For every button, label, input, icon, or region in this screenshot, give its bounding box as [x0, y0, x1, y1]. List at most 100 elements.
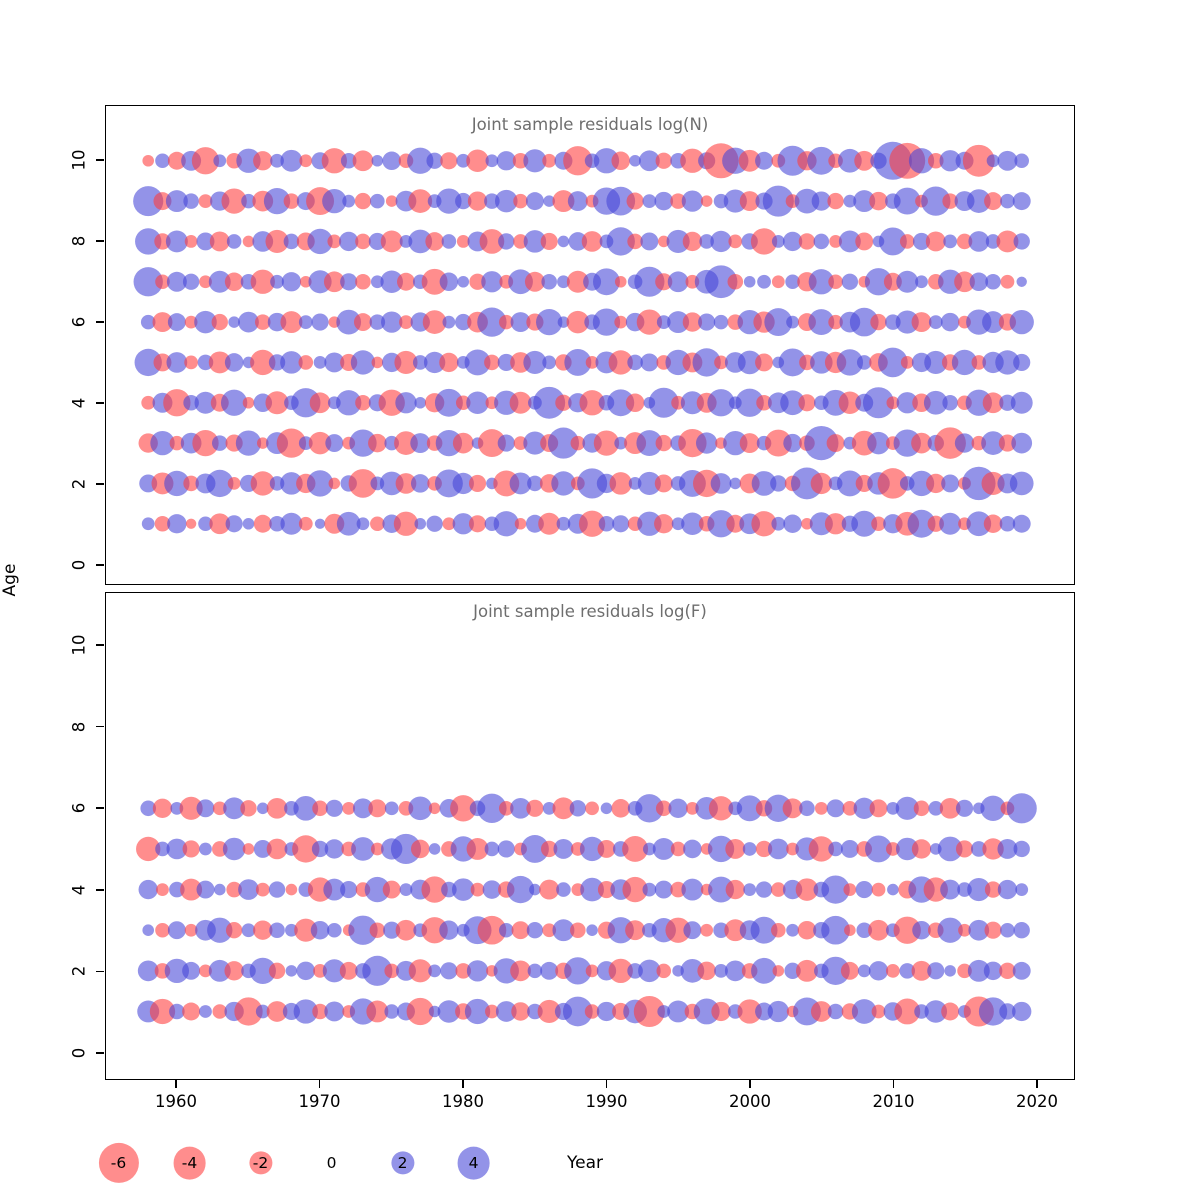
- x-tick-mark: [175, 1080, 177, 1088]
- residual-bubble: [553, 838, 574, 859]
- residual-bubble: [915, 275, 928, 289]
- residual-bubble: [564, 348, 592, 376]
- residual-bubble: [980, 795, 1006, 821]
- residual-bubble: [395, 919, 417, 941]
- residual-bubble: [266, 797, 288, 819]
- residual-bubble: [893, 187, 921, 215]
- residual-bubble: [638, 959, 661, 983]
- residual-bubble: [971, 841, 987, 857]
- residual-bubble: [380, 270, 403, 294]
- residual-bubble: [167, 313, 186, 332]
- y-tick-label: 0: [69, 559, 89, 571]
- residual-bubble: [1013, 922, 1030, 939]
- residual-bubble: [498, 233, 515, 250]
- residual-bubble: [954, 271, 975, 293]
- residual-bubble: [324, 1001, 345, 1022]
- residual-bubble: [437, 1000, 461, 1023]
- residual-bubble: [713, 314, 729, 330]
- residual-bubble: [484, 354, 500, 371]
- residual-bubble: [862, 387, 895, 419]
- residual-bubble: [523, 230, 547, 253]
- residual-bubble: [971, 355, 987, 370]
- residual-bubble: [844, 924, 856, 936]
- residual-bubble: [440, 962, 458, 980]
- residual-bubble: [242, 235, 255, 248]
- residual-bubble: [828, 314, 843, 330]
- residual-bubble: [212, 801, 227, 816]
- residual-bubble: [309, 392, 331, 414]
- residual-bubble: [527, 963, 543, 979]
- residual-bubble: [986, 154, 1000, 168]
- residual-bubble: [523, 350, 547, 374]
- residual-bubble: [577, 468, 608, 499]
- residual-bubble: [995, 350, 1020, 375]
- residual-bubble: [526, 799, 544, 817]
- residual-bubble: [185, 518, 197, 529]
- residual-bubble: [167, 151, 186, 170]
- residual-bubble: [196, 880, 215, 899]
- residual-bubble: [351, 837, 375, 861]
- residual-bubble: [714, 355, 728, 370]
- residual-bubble: [666, 229, 690, 253]
- legend-item: -6: [83, 1136, 154, 1190]
- residual-bubble: [885, 842, 900, 856]
- residual-bubble: [723, 430, 748, 456]
- residual-bubble: [828, 274, 843, 290]
- residual-bubble: [142, 154, 155, 167]
- residual-bubble: [539, 879, 560, 900]
- residual-bubble: [152, 798, 173, 818]
- residual-bubble: [665, 349, 691, 376]
- residual-bubble: [967, 878, 991, 902]
- y-tick-mark: [96, 321, 104, 323]
- residual-bubble: [725, 838, 746, 859]
- residual-bubble: [408, 796, 433, 821]
- residual-bubble: [381, 311, 403, 333]
- residual-bubble: [498, 922, 514, 938]
- residual-bubble: [755, 353, 774, 372]
- residual-bubble: [428, 964, 442, 978]
- residual-bubble: [434, 388, 463, 417]
- residual-bubble: [442, 315, 456, 329]
- residual-bubble: [1000, 922, 1015, 938]
- residual-bubble: [737, 999, 762, 1024]
- y-tick-mark: [96, 970, 104, 973]
- residual-bubble: [925, 231, 946, 252]
- residual-bubble: [141, 517, 155, 531]
- residual-bubble: [194, 310, 217, 334]
- residual-bubble: [585, 356, 599, 369]
- residual-bubble: [708, 876, 735, 903]
- residual-bubble: [270, 274, 284, 289]
- residual-bubble: [255, 1004, 270, 1019]
- residual-bubble: [511, 1002, 530, 1021]
- legend-value-label: -2: [252, 1154, 269, 1172]
- residual-bubble: [710, 473, 732, 494]
- x-tick-mark: [892, 1080, 895, 1088]
- residual-bubble: [579, 390, 605, 416]
- residual-bubble: [199, 275, 212, 289]
- residual-bubble: [385, 195, 398, 207]
- residual-bubble: [280, 351, 303, 374]
- residual-bubble: [414, 517, 427, 530]
- residual-bubble: [695, 432, 718, 454]
- residual-bubble: [383, 921, 401, 939]
- residual-bubble: [225, 922, 243, 939]
- residual-bubble: [568, 232, 588, 251]
- residual-bubble: [556, 882, 571, 897]
- residual-bubble: [298, 315, 313, 329]
- x-tick-label: 1980: [442, 1092, 484, 1111]
- residual-bubble: [838, 230, 861, 253]
- residual-bubble: [336, 390, 362, 416]
- residual-bubble: [394, 350, 418, 374]
- residual-bubble: [542, 355, 557, 370]
- residual-bubble: [362, 955, 393, 986]
- residual-bubble: [598, 515, 615, 532]
- residual-bubble: [997, 838, 1018, 859]
- residual-bubble: [209, 231, 230, 252]
- residual-bubble: [556, 516, 571, 531]
- residual-bubble: [954, 433, 975, 453]
- residual-bubble: [348, 915, 378, 945]
- residual-bubble: [710, 230, 732, 253]
- residual-bubble: [399, 315, 413, 329]
- residual-bubble: [298, 516, 313, 531]
